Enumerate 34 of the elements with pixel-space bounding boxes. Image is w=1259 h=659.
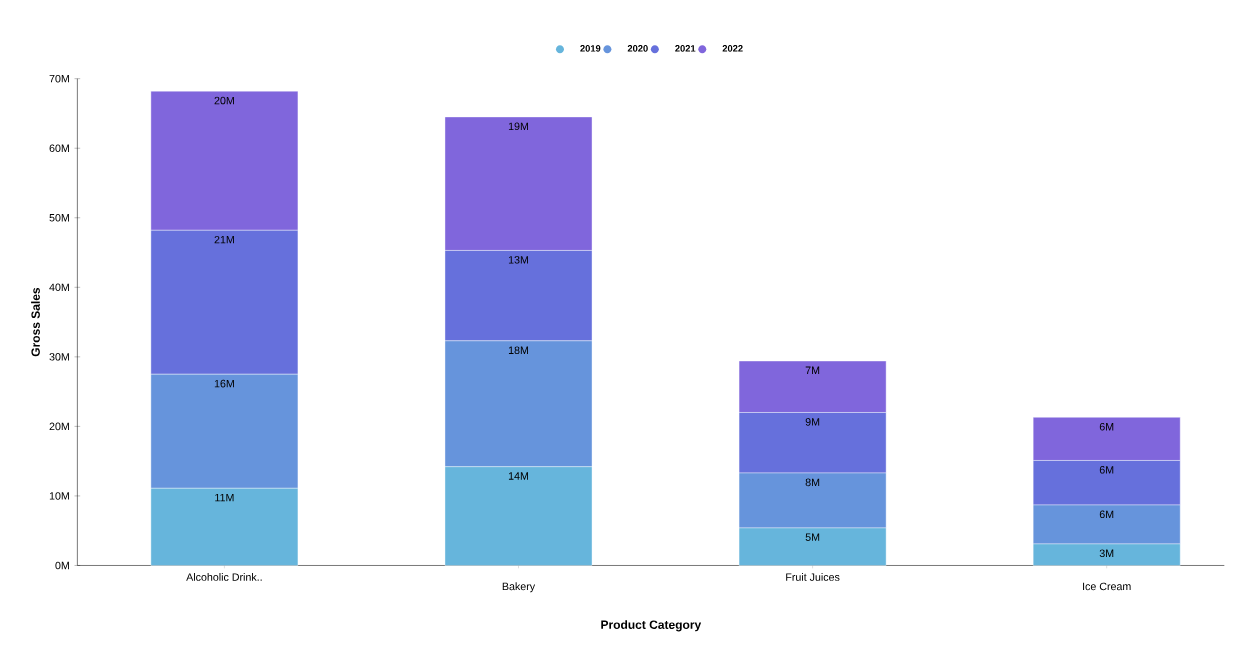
legend-label: 2022 <box>722 45 743 52</box>
data-label: 14M <box>508 472 528 480</box>
x-tick-label: Bakery <box>502 582 536 593</box>
data-label: 6M <box>1099 423 1114 431</box>
data-label: 5M <box>805 533 820 542</box>
x-tick-label: Fruit Juices <box>786 573 840 581</box>
data-label: 13M <box>508 256 528 264</box>
data-label: 6M <box>1099 510 1114 519</box>
y-axis-title: Gross Sales <box>31 287 40 357</box>
y-tick-label: 50M <box>49 214 69 222</box>
data-label: 8M <box>805 478 820 487</box>
data-label: 20M <box>214 96 234 105</box>
legend-label: 2019 <box>580 45 601 52</box>
y-tick-label: 60M <box>49 144 69 153</box>
y-tick-label: 20M <box>49 422 69 431</box>
data-label: 19M <box>508 122 528 131</box>
y-tick-label: 0M <box>55 561 69 570</box>
data-label: 18M <box>508 346 528 355</box>
data-label: 11M <box>215 493 234 502</box>
y-tick-label: 40M <box>49 283 69 292</box>
data-label: 16M <box>214 379 234 388</box>
y-tick-label: 10M <box>49 492 69 500</box>
data-label: 6M <box>1099 466 1114 474</box>
y-tick-label: 70M <box>49 74 69 83</box>
y-tick-label: 30M <box>49 353 69 361</box>
x-tick-label: Alcoholic Drink.. <box>186 573 262 581</box>
data-label: 7M <box>805 366 820 375</box>
legend-label: 2020 <box>627 45 648 52</box>
legend-label: 2021 <box>675 45 696 52</box>
x-tick-label: Ice Cream <box>1083 582 1131 591</box>
data-label: 9M <box>805 418 820 426</box>
data-label: 21M <box>214 235 234 244</box>
x-axis-title: Product Category <box>601 620 702 632</box>
data-label: 3M <box>1099 549 1114 558</box>
